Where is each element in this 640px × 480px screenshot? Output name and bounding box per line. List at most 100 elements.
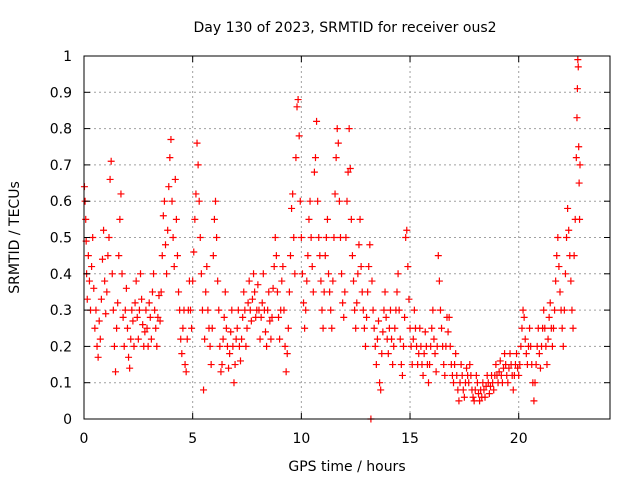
data-point [353, 299, 361, 307]
data-point [130, 342, 138, 350]
data-point [105, 234, 113, 241]
y-axis-ticks: 0 0.1 0.2 0.3 0.4 0.5 0.6 0.7 0.8 0.9 1 [50, 49, 610, 428]
data-point [572, 154, 580, 162]
data-point [222, 324, 230, 332]
data-point [377, 386, 385, 394]
data-point [520, 313, 528, 321]
data-point [401, 313, 409, 321]
data-point [404, 263, 412, 271]
data-point [389, 361, 397, 369]
data-point [259, 270, 267, 278]
data-point [158, 252, 166, 260]
data-point [354, 270, 362, 278]
data-point [94, 353, 102, 361]
data-point [518, 324, 526, 332]
data-point [142, 306, 150, 314]
data-point [469, 393, 477, 401]
data-point [227, 328, 235, 336]
data-point [438, 324, 446, 332]
data-point [574, 63, 582, 71]
data-point [315, 234, 323, 241]
data-point [85, 277, 93, 285]
data-point [101, 277, 109, 285]
data-point [191, 215, 199, 223]
data-point [243, 324, 251, 332]
y-tick-label: 0 [63, 412, 72, 428]
data-point [160, 197, 168, 205]
data-point [251, 288, 259, 296]
data-point [118, 270, 126, 278]
data-point [463, 364, 471, 372]
data-point [395, 306, 403, 314]
data-point [151, 306, 159, 314]
data-point [326, 288, 334, 296]
data-point [90, 284, 98, 292]
data-point [202, 288, 210, 296]
data-point [410, 306, 418, 314]
data-point [133, 313, 141, 321]
data-point [207, 361, 215, 369]
data-point [194, 161, 202, 169]
data-point [380, 306, 388, 314]
data-point [121, 306, 129, 314]
data-point [208, 324, 216, 332]
data-point [366, 241, 374, 249]
data-point [267, 335, 275, 343]
data-point [109, 306, 117, 314]
y-tick-label: 0.8 [50, 122, 72, 138]
x-tick-label: 10 [292, 431, 310, 447]
data-point [145, 299, 153, 307]
data-point [234, 306, 242, 314]
data-point [306, 197, 314, 205]
data-point [330, 234, 338, 241]
data-point [183, 335, 191, 343]
data-point [82, 215, 90, 223]
data-point [225, 364, 233, 372]
data-point [402, 234, 410, 241]
data-point [116, 215, 124, 223]
data-point [339, 299, 347, 307]
data-point [359, 306, 367, 314]
data-point [264, 306, 272, 314]
data-point [517, 342, 525, 350]
data-point [117, 190, 125, 198]
data-point [147, 335, 155, 343]
data-point [323, 215, 331, 223]
data-point [318, 306, 326, 314]
data-point [210, 215, 218, 223]
data-point [490, 386, 498, 394]
data-point [212, 197, 219, 205]
data-point [381, 288, 389, 296]
data-point [107, 157, 115, 165]
data-point [171, 175, 179, 183]
data-point [209, 252, 217, 260]
data-point [297, 234, 305, 241]
data-point [230, 379, 238, 387]
data-point [455, 397, 463, 405]
data-point [409, 335, 417, 343]
data-point [122, 284, 130, 292]
data-point [308, 263, 316, 271]
data-point [549, 324, 557, 332]
data-point [200, 386, 208, 394]
data-point [150, 270, 158, 278]
data-point [576, 215, 584, 223]
data-point [317, 277, 325, 285]
data-point [440, 361, 448, 369]
data-point [166, 154, 174, 162]
data-point [303, 277, 311, 285]
data-point [110, 342, 118, 350]
data-point [390, 342, 398, 350]
data-point [403, 226, 411, 234]
data-point [492, 361, 500, 369]
data-point [574, 56, 582, 64]
data-point [163, 270, 171, 278]
data-point [429, 306, 437, 314]
data-point [296, 197, 304, 205]
data-point [283, 350, 291, 358]
x-axis-label: GPS time / hours [288, 459, 405, 475]
data-point [485, 390, 493, 398]
data-point [558, 324, 566, 332]
data-point [535, 350, 543, 358]
data-point [444, 328, 452, 336]
